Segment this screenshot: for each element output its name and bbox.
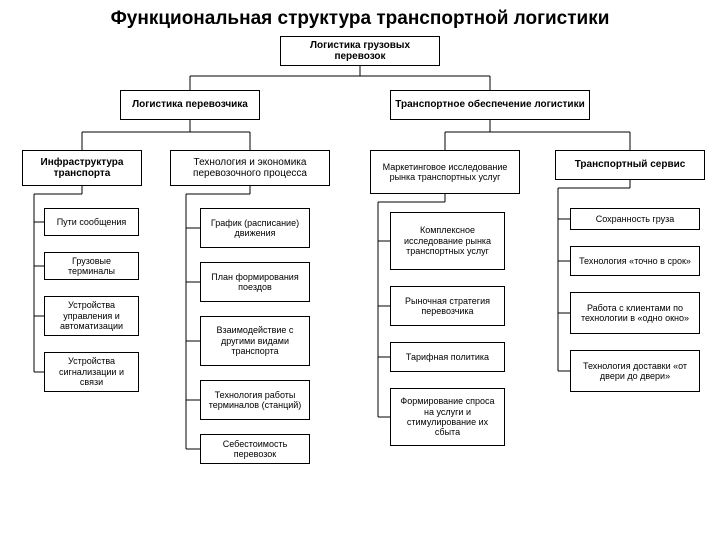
node-a1: Пути сообщения [44,208,139,236]
node-b2: План формирования поездов [200,262,310,302]
node-d3: Работа с клиентами по технологии в «одно… [570,292,700,334]
node-c3: Тарифная политика [390,342,505,372]
node-l3c: Маркетинговое исследование рынка транспо… [370,150,520,194]
node-a2: Грузовые терминалы [44,252,139,280]
node-root: Логистика грузовых перевозок [280,36,440,66]
node-c1: Комплексное исследование рынка транспорт… [390,212,505,270]
node-l3b: Технология и экономика перевозочного про… [170,150,330,186]
node-b1: График (расписание) движения [200,208,310,248]
node-l3a: Инфраструктура транспорта [22,150,142,186]
node-d1: Сохранность груза [570,208,700,230]
node-l2b: Транспортное обеспечение логистики [390,90,590,120]
node-d2: Технология «точно в срок» [570,246,700,276]
node-a4: Устройства сигнализации и связи [44,352,139,392]
node-b5: Себестоимость перевозок [200,434,310,464]
node-b3: Взаимодействие с другими видами транспор… [200,316,310,366]
node-c4: Формирование спроса на услуги и стимулир… [390,388,505,446]
page-title: Функциональная структура транспортной ло… [0,8,720,30]
node-d4: Технология доставки «от двери до двери» [570,350,700,392]
node-l2a: Логистика перевозчика [120,90,260,120]
node-a3: Устройства управления и автоматизации [44,296,139,336]
node-b4: Технология работы терминалов (станций) [200,380,310,420]
node-l3d: Транспортный сервис [555,150,705,180]
node-c2: Рыночная стратегия перевозчика [390,286,505,326]
